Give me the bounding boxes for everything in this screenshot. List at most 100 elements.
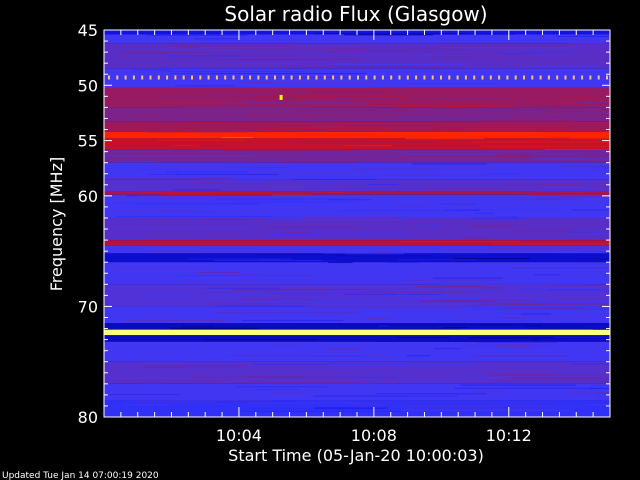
noise-streak (594, 76, 610, 77)
y-axis-label: Frequency [MHz] (47, 157, 66, 291)
noise-streak (399, 156, 544, 158)
noise-streak (147, 131, 250, 133)
noise-streak (326, 51, 435, 53)
y-tick-label: 55 (78, 132, 98, 151)
noise-streak (242, 319, 344, 321)
noise-streak (532, 153, 584, 155)
noise-streak (544, 110, 610, 112)
noise-streak (116, 382, 229, 384)
noise-streak (493, 381, 610, 383)
noise-streak (148, 263, 243, 265)
noise-streak (201, 352, 243, 354)
noise-streak (451, 204, 474, 206)
noise-streak (291, 178, 378, 180)
interference-dot (514, 75, 517, 80)
noise-streak (482, 373, 555, 375)
noise-streak (511, 267, 610, 269)
noise-streak (157, 139, 245, 141)
noise-streak (433, 348, 461, 350)
noise-streak (479, 287, 503, 289)
noise-streak (413, 286, 490, 288)
noise-streak (315, 140, 366, 142)
noise-streak (141, 191, 271, 193)
noise-streak (210, 199, 305, 201)
noise-streak (503, 70, 543, 72)
noise-streak (581, 250, 610, 252)
noise-streak (569, 391, 610, 393)
noise-streak (335, 97, 399, 99)
noise-streak (256, 166, 289, 168)
interference-dot (166, 75, 169, 80)
noise-streak (148, 318, 176, 320)
noise-streak (182, 326, 214, 328)
noise-streak (505, 304, 610, 306)
noise-streak (540, 339, 610, 341)
noise-streak (215, 198, 362, 200)
noise-streak (233, 201, 355, 203)
interference-dot (157, 75, 160, 80)
noise-streak (455, 73, 529, 75)
noise-streak (266, 219, 406, 221)
interference-dot (141, 75, 144, 80)
interference-dot (498, 75, 501, 80)
noise-streak (147, 251, 299, 253)
noise-streak (438, 320, 542, 322)
noise-streak (241, 410, 401, 412)
interference-dot (257, 75, 260, 80)
noise-streak (418, 299, 533, 301)
noise-streak (191, 293, 335, 294)
noise-streak (508, 230, 574, 232)
noise-streak (367, 183, 400, 185)
noise-streak (578, 71, 610, 73)
noise-streak (530, 48, 576, 50)
interference-dot (365, 75, 368, 80)
noise-streak (142, 166, 252, 168)
noise-streak (500, 307, 586, 309)
noise-streak (470, 269, 584, 271)
interference-dot (224, 75, 227, 80)
noise-streak (280, 161, 356, 163)
noise-streak (470, 308, 610, 310)
frequency-band (104, 138, 610, 150)
noise-streak (568, 138, 610, 140)
noise-streak (300, 154, 371, 156)
noise-streak (499, 52, 542, 54)
noise-streak (185, 131, 326, 132)
noise-streak (530, 193, 608, 195)
interference-dot (539, 75, 542, 80)
noise-streak (269, 343, 304, 345)
interference-dot (274, 75, 276, 80)
noise-streak (477, 341, 558, 343)
noise-streak (244, 172, 368, 174)
noise-streak (179, 275, 313, 276)
noise-streak (460, 384, 576, 386)
noise-streak (392, 223, 429, 224)
noise-streak (458, 237, 494, 239)
noise-streak (407, 382, 454, 384)
noise-streak (366, 318, 391, 320)
noise-streak (474, 212, 495, 214)
noise-streak (312, 307, 461, 309)
noise-streak (231, 289, 330, 291)
noise-streak (179, 106, 311, 108)
noise-streak (540, 187, 610, 188)
interference-dot (406, 75, 409, 80)
noise-streak (442, 203, 478, 205)
interference-dot (398, 75, 401, 80)
interference-dot (456, 75, 459, 80)
noise-streak (537, 190, 610, 192)
noise-streak (467, 109, 555, 111)
noise-streak (112, 217, 152, 219)
noise-streak (219, 59, 359, 61)
noise-streak (144, 76, 192, 78)
noise-streak (546, 289, 610, 291)
frequency-band (104, 361, 610, 384)
noise-streak (567, 231, 599, 233)
interference-dot (556, 75, 559, 80)
noise-streak (247, 114, 395, 116)
noise-streak (562, 165, 610, 167)
noise-streak (444, 283, 558, 285)
noise-streak (133, 69, 173, 71)
noise-streak (435, 290, 585, 292)
interference-dot (298, 75, 301, 80)
